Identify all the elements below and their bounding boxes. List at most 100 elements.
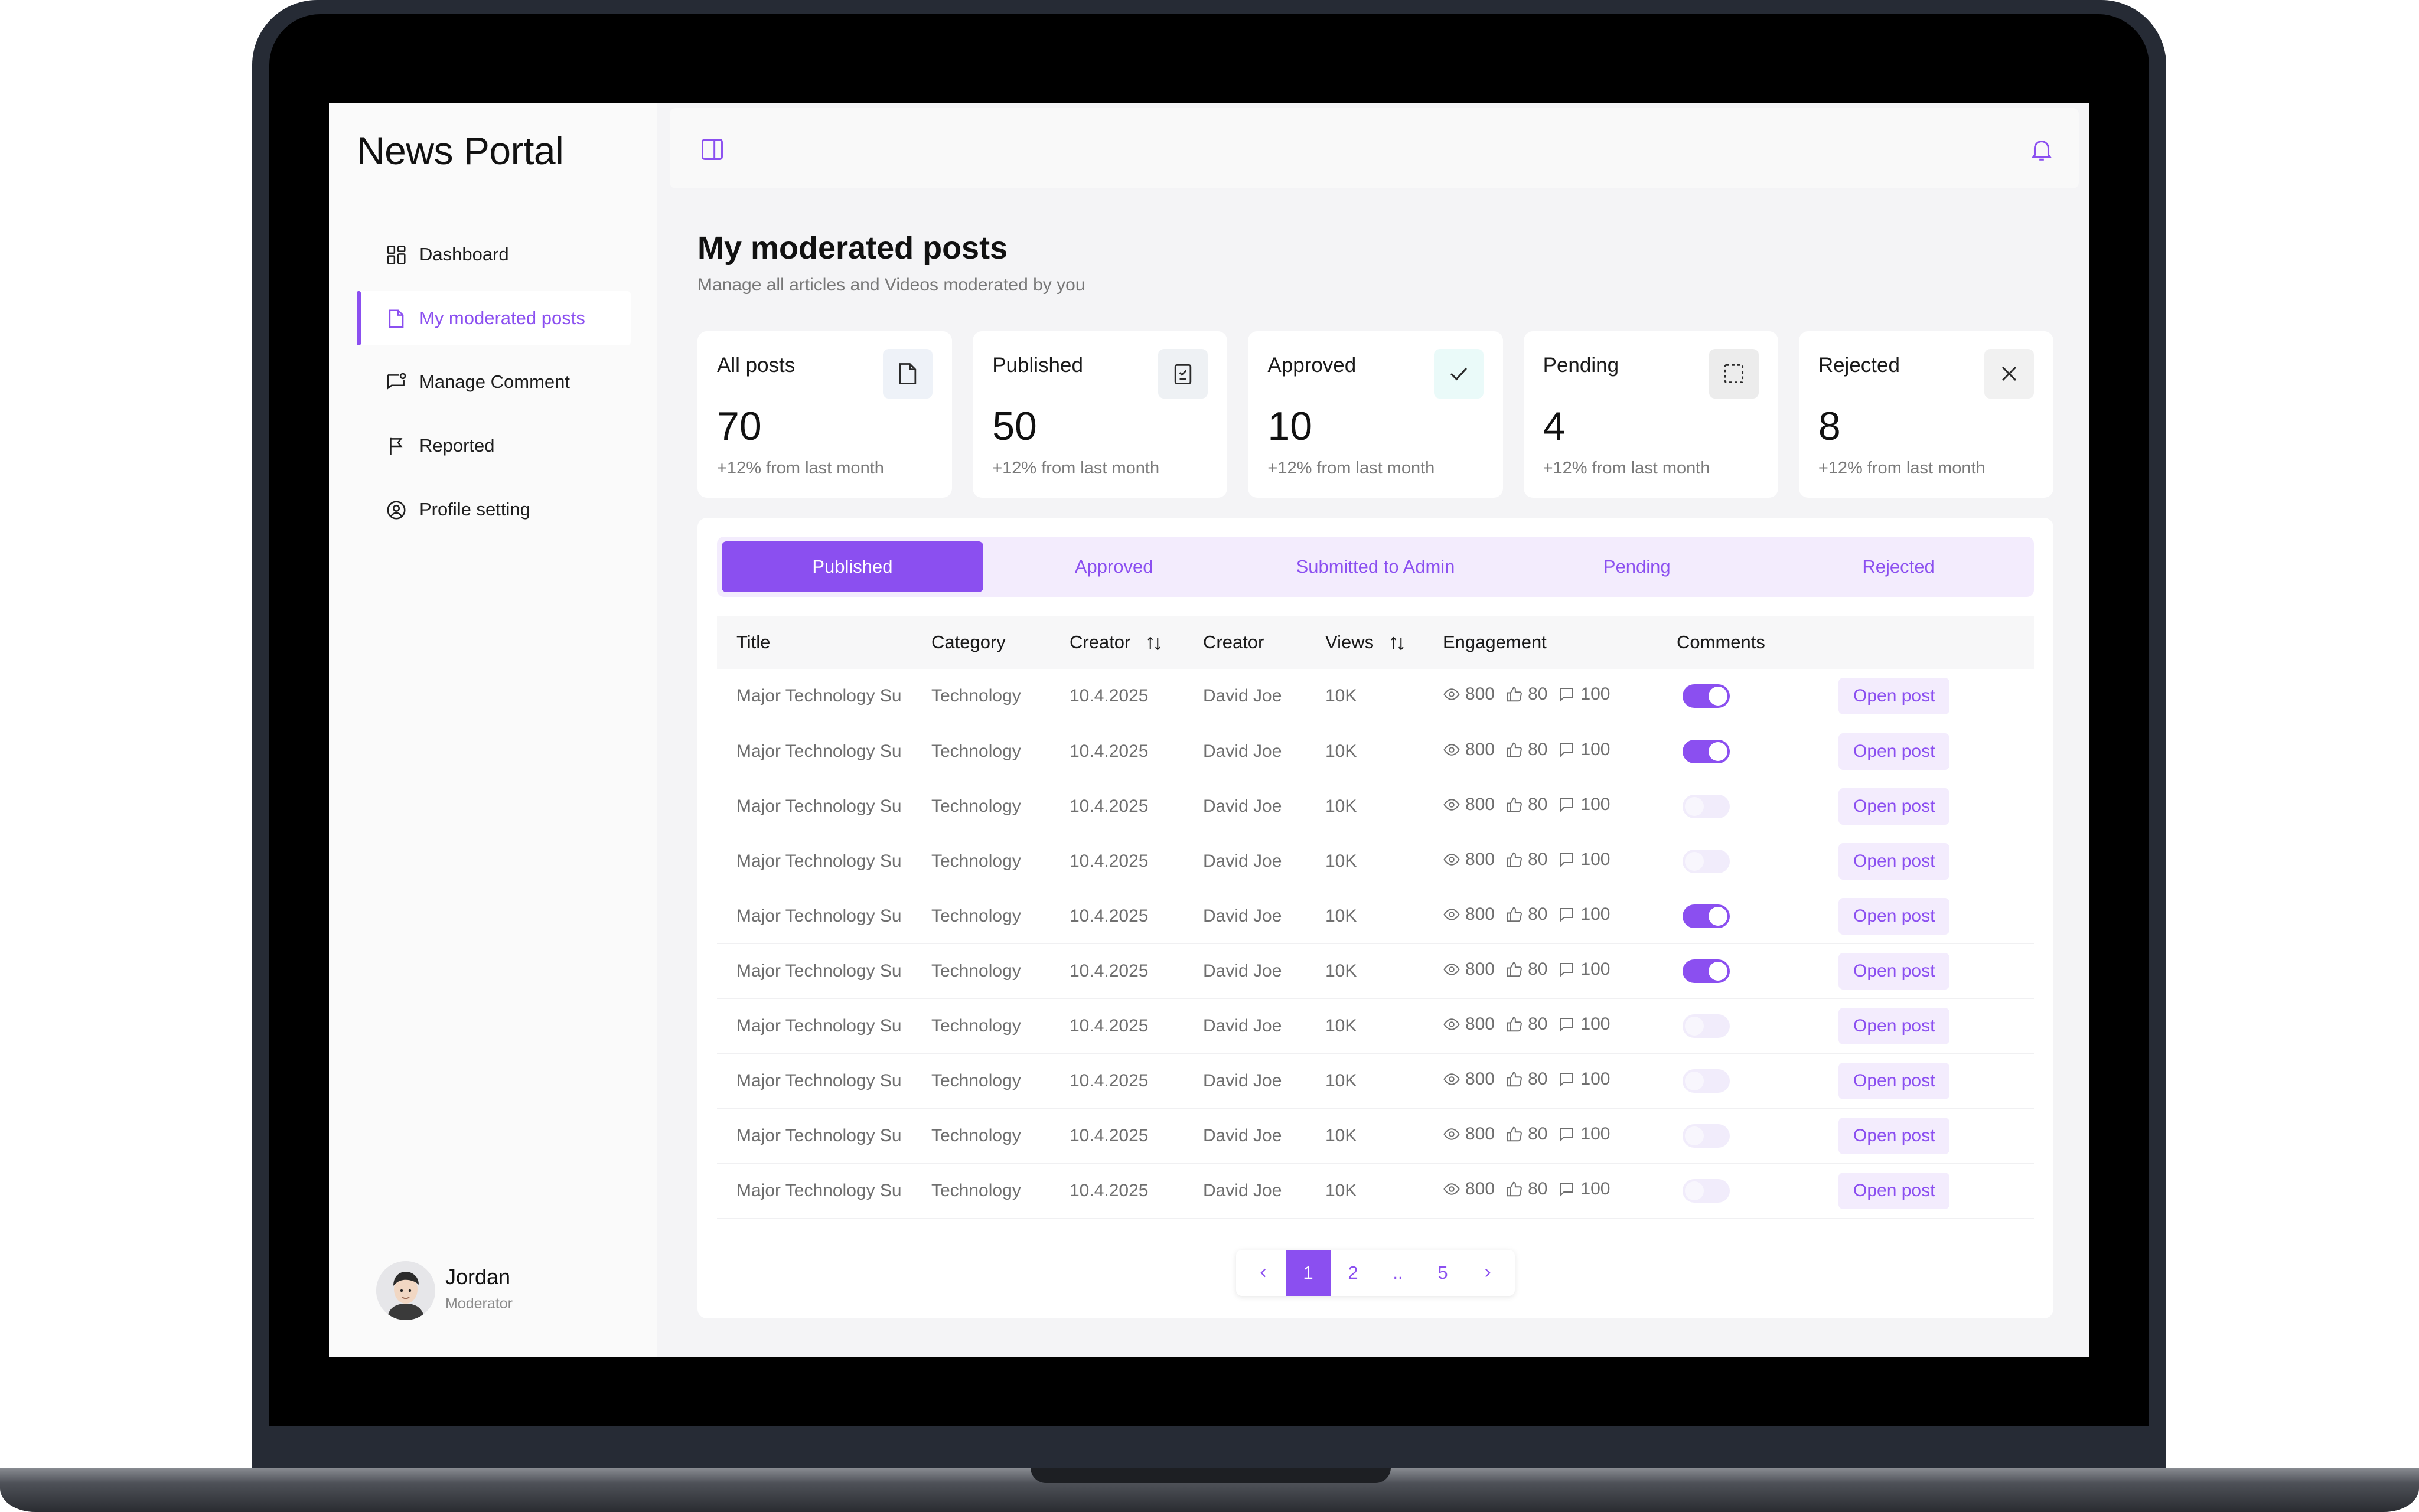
next-page-button[interactable] <box>1465 1250 1510 1296</box>
comments-toggle[interactable] <box>1683 684 1730 708</box>
comments-toggle[interactable] <box>1683 959 1730 983</box>
comments-toggle[interactable] <box>1683 1069 1730 1093</box>
post-date: 10.4.2025 <box>1050 669 1184 724</box>
tab-pending[interactable]: Pending <box>1603 556 1671 577</box>
comments-cell <box>1657 779 1833 834</box>
engagement-views: 800 <box>1443 740 1495 760</box>
user-profile[interactable]: Jordan Moderator <box>376 1258 601 1328</box>
sidebar: News Portal Dashboard My moderated posts <box>329 103 657 1357</box>
open-post-button[interactable]: Open post <box>1838 733 1950 770</box>
bell-icon[interactable] <box>2028 135 2055 164</box>
post-category: Technology <box>912 943 1050 999</box>
post-views: 10K <box>1306 1163 1423 1219</box>
comments-cell <box>1657 1163 1833 1219</box>
sidebar-item-profile-setting[interactable]: Profile setting <box>357 482 631 537</box>
thumbs-up-icon <box>1507 1072 1522 1086</box>
post-views: 10K <box>1306 1053 1423 1109</box>
top-bar <box>670 108 2079 188</box>
page-button[interactable]: 1 <box>1286 1250 1331 1296</box>
open-post-button[interactable]: Open post <box>1838 678 1950 715</box>
page-button[interactable]: 2 <box>1348 1262 1358 1283</box>
engagement-likes: 80 <box>1505 959 1547 979</box>
post-title: Major Technology Su <box>717 834 912 889</box>
stat-value: 70 <box>717 404 762 449</box>
post-creator: David Joe <box>1184 669 1306 724</box>
user-role: Moderator <box>445 1295 513 1312</box>
tab-approved[interactable]: Approved <box>1074 556 1153 577</box>
page-button[interactable]: 5 <box>1437 1262 1448 1283</box>
post-creator: David Joe <box>1184 779 1306 834</box>
comments-cell <box>1657 943 1833 999</box>
stat-value: 50 <box>992 404 1037 449</box>
sidebar-item-reported[interactable]: Reported <box>357 419 631 473</box>
stat-card-approved: Approved 10 +12% from last month <box>1248 331 1503 498</box>
post-views: 10K <box>1306 834 1423 889</box>
eye-icon <box>1443 1018 1460 1030</box>
thumbs-up-icon <box>1507 907 1522 922</box>
sidebar-item-dashboard[interactable]: Dashboard <box>357 227 631 282</box>
sidebar-item-label: Dashboard <box>419 244 509 264</box>
open-post-button[interactable]: Open post <box>1838 842 1950 880</box>
post-creator: David Joe <box>1184 724 1306 779</box>
open-post-button[interactable]: Open post <box>1838 788 1950 825</box>
comments-toggle[interactable] <box>1683 1014 1730 1038</box>
app-screen: News Portal Dashboard My moderated posts <box>329 103 2089 1357</box>
tab-published[interactable]: Published <box>722 541 983 592</box>
document-icon <box>883 349 933 399</box>
post-title: Major Technology Su <box>717 889 912 944</box>
sort-icon[interactable] <box>1388 635 1406 652</box>
comments-toggle[interactable] <box>1683 904 1730 928</box>
tab-submitted-to-admin[interactable]: Submitted to Admin <box>1296 556 1455 577</box>
comments-cell <box>1657 724 1833 779</box>
user-circle-icon <box>387 501 406 520</box>
column-header-creator: Creator <box>1184 616 1306 669</box>
tab-rejected[interactable]: Rejected <box>1862 556 1935 577</box>
open-post-button[interactable]: Open post <box>1838 1117 1950 1154</box>
open-post-button[interactable]: Open post <box>1838 1007 1950 1044</box>
comment-icon <box>1560 1072 1574 1086</box>
table-row: Major Technology Su Technology 10.4.2025 Da… <box>717 889 2034 944</box>
post-category: Technology <box>912 669 1050 724</box>
comments-toggle[interactable] <box>1683 739 1730 763</box>
table-row: Major Technology Su Technology 10.4.2025 Da… <box>717 779 2034 834</box>
open-post-button[interactable]: Open post <box>1838 952 1950 990</box>
sidebar-item-label: Manage Comment <box>419 371 570 392</box>
stat-label: Approved <box>1267 354 1357 377</box>
post-category: Technology <box>912 779 1050 834</box>
table-row: Major Technology Su Technology 10.4.2025 Da… <box>717 943 2034 999</box>
comments-toggle[interactable] <box>1683 1124 1730 1148</box>
stat-card-pending: Pending 4 +12% from last month <box>1523 331 1778 498</box>
eye-icon <box>1443 963 1460 975</box>
comment-icon <box>1560 1017 1574 1031</box>
comments-cell <box>1657 1053 1833 1109</box>
comments-toggle[interactable] <box>1683 849 1730 873</box>
comments-toggle[interactable] <box>1683 1178 1730 1203</box>
open-post-button[interactable]: Open post <box>1838 1062 1950 1099</box>
sidebar-toggle-icon[interactable] <box>699 136 725 162</box>
sidebar-item-my-moderated-posts[interactable]: My moderated posts <box>357 291 631 345</box>
post-engagement: 800 80 100 <box>1423 724 1657 779</box>
column-header-creator-date[interactable]: Creator <box>1050 616 1184 669</box>
open-post-button[interactable]: Open post <box>1838 897 1950 935</box>
column-header-views[interactable]: Views <box>1306 616 1423 669</box>
thumbs-up-icon <box>1507 962 1522 977</box>
stat-card-rejected: Rejected 8 +12% from last month <box>1798 331 2054 498</box>
flag-icon <box>390 437 403 455</box>
stat-value: 8 <box>1818 404 1841 449</box>
post-views: 10K <box>1306 889 1423 944</box>
engagement-views: 800 <box>1443 1069 1495 1089</box>
post-title: Major Technology Su <box>717 669 912 724</box>
sort-icon[interactable] <box>1145 635 1163 652</box>
stat-label: Rejected <box>1818 354 1900 377</box>
engagement-comments: 100 <box>1558 850 1611 870</box>
open-post-button[interactable]: Open post <box>1838 1172 1950 1209</box>
posts-table: Title Category Creator Creator Views Eng… <box>717 616 2034 1219</box>
posts-panel: Published Approved Submitted to Admin Pe… <box>697 518 2053 1318</box>
sidebar-item-manage-comment[interactable]: Manage Comment <box>357 355 631 409</box>
action-cell: Open post <box>1833 669 2034 724</box>
comment-icon <box>387 373 406 390</box>
user-name: Jordan <box>445 1265 511 1289</box>
previous-page-button[interactable] <box>1241 1250 1286 1296</box>
comments-toggle[interactable] <box>1683 794 1730 818</box>
sidebar-item-label: My moderated posts <box>419 308 585 328</box>
